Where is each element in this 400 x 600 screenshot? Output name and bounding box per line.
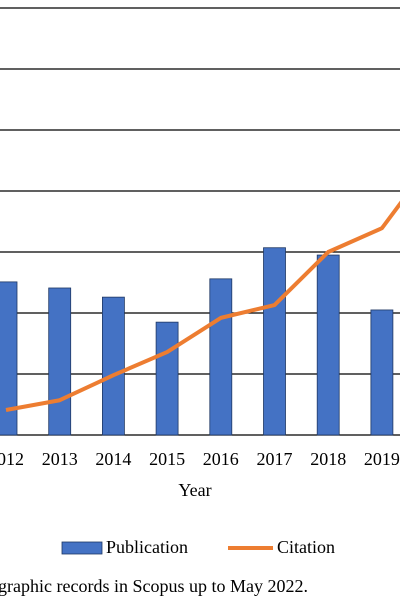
legend-swatch bbox=[61, 541, 103, 555]
line bbox=[5, 200, 400, 412]
x-tick-label: 2018 bbox=[310, 449, 346, 469]
bar bbox=[316, 254, 340, 436]
caption: graphic records in Scopus up to May 2022… bbox=[0, 576, 308, 596]
x-tick-label: 2019 bbox=[364, 449, 400, 469]
x-tick-label: 2012 bbox=[0, 449, 24, 469]
legend-label: Citation bbox=[277, 537, 335, 557]
bar bbox=[370, 309, 394, 436]
x-tick-label: 2014 bbox=[95, 449, 131, 469]
x-tick-label: 2016 bbox=[203, 449, 239, 469]
bar bbox=[155, 321, 179, 436]
bar bbox=[263, 247, 286, 436]
x-tick-label: 2015 bbox=[149, 449, 185, 469]
bar bbox=[102, 296, 125, 436]
bar bbox=[0, 281, 18, 436]
x-tick-label: 2013 bbox=[42, 449, 78, 469]
bar bbox=[48, 287, 72, 436]
legend-label: Publication bbox=[106, 537, 188, 557]
bar bbox=[209, 278, 233, 436]
x-axis-label: Year bbox=[178, 480, 211, 500]
x-tick-label: 2017 bbox=[257, 449, 293, 469]
